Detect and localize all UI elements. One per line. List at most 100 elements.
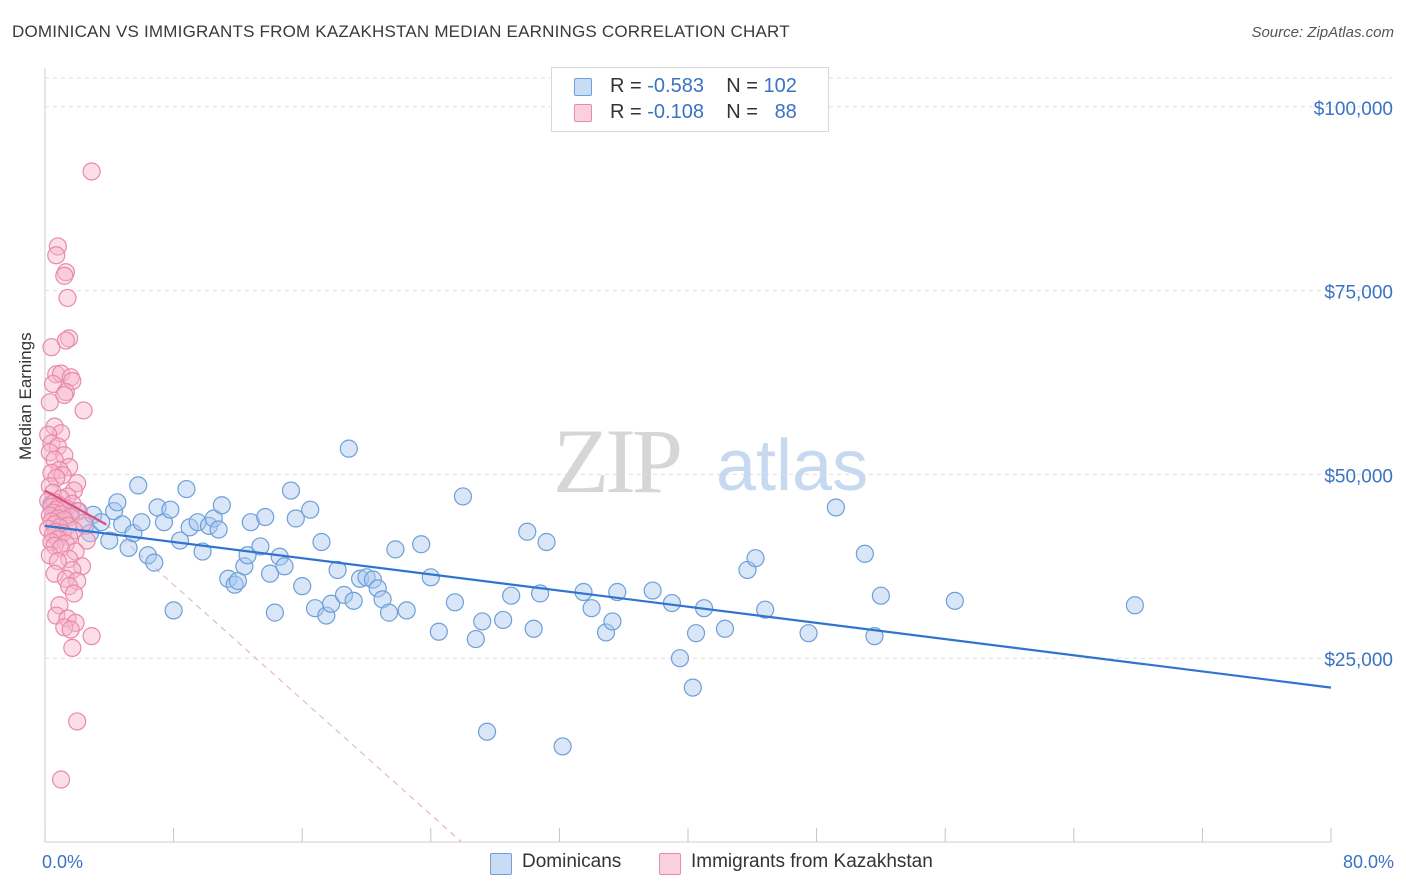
dominicans-point bbox=[756, 600, 775, 619]
dominicans-point bbox=[670, 649, 690, 668]
dominicans-point bbox=[799, 624, 818, 643]
dominicans-point bbox=[138, 546, 157, 565]
dominicans-point bbox=[286, 509, 305, 528]
dominicans-point bbox=[350, 569, 370, 588]
dominicans-point bbox=[466, 629, 485, 649]
dominicans-point bbox=[177, 479, 196, 499]
dominicans-point bbox=[209, 520, 228, 539]
dominicans-point bbox=[603, 612, 622, 631]
dominicans-point bbox=[344, 591, 363, 610]
dominicans-point bbox=[164, 601, 183, 620]
dominicans-point bbox=[161, 500, 180, 519]
dominicans-point bbox=[582, 599, 601, 618]
dominicans-point bbox=[473, 612, 492, 631]
legend-swatch-blue bbox=[574, 78, 592, 96]
dominicans-point bbox=[386, 540, 405, 559]
source-credit: Source: ZipAtlas.com bbox=[1251, 24, 1394, 41]
kazakhstan-point bbox=[55, 385, 74, 405]
dominicans-point bbox=[235, 557, 254, 576]
kazakhstan-point bbox=[60, 329, 79, 348]
dominicans-point bbox=[317, 606, 336, 625]
dominicans-point bbox=[596, 623, 616, 642]
dominicans-point bbox=[871, 586, 891, 605]
legend-swatch-blue bbox=[490, 853, 512, 875]
kazakhstan-point bbox=[50, 596, 69, 615]
kazakhstan-point bbox=[63, 638, 82, 657]
r-value: -0.583 bbox=[647, 75, 704, 97]
kazakhstan-point bbox=[43, 374, 63, 394]
dominicans-point bbox=[865, 627, 884, 646]
n-value: 102 bbox=[763, 75, 797, 97]
dominicans-point bbox=[453, 487, 473, 506]
kazakhstan-point bbox=[82, 627, 101, 646]
legend-label-dominicans: Dominicans bbox=[522, 851, 622, 872]
dominicans-point bbox=[281, 481, 301, 500]
kazakhstan-point bbox=[58, 288, 77, 308]
dominicans-point bbox=[494, 610, 513, 630]
y-tick-label: $75,000 bbox=[1324, 283, 1393, 304]
kazakhstan-point bbox=[47, 365, 66, 384]
kazakhstan-point bbox=[40, 393, 59, 412]
dominicans-point bbox=[397, 601, 416, 620]
y-tick-label: $25,000 bbox=[1324, 650, 1393, 671]
n-label: N = bbox=[726, 75, 758, 97]
dominicans-point bbox=[241, 513, 260, 532]
dominicans-point bbox=[412, 535, 431, 554]
dominicans-point bbox=[334, 585, 354, 605]
dominicans-point bbox=[537, 532, 556, 552]
dominicans-point bbox=[363, 570, 383, 589]
dominicans-point bbox=[421, 568, 440, 587]
dominicans-point bbox=[204, 509, 223, 528]
kazakhstan-point bbox=[45, 564, 64, 583]
dominicans-point bbox=[293, 577, 312, 596]
dominicans-point bbox=[145, 553, 164, 572]
dominicans-point bbox=[301, 500, 320, 519]
legend-stats-dominicans: R = -0.583 N = 102 bbox=[610, 75, 797, 98]
dominicans-point bbox=[477, 722, 497, 741]
dominicans-point bbox=[368, 579, 387, 598]
dominicans-point bbox=[193, 542, 212, 561]
kazakhstan-trend-extension bbox=[105, 523, 462, 843]
kazakhstan-point bbox=[55, 266, 74, 285]
dominicans-point bbox=[256, 507, 275, 527]
dominicans-point bbox=[643, 581, 662, 600]
kazakhstan-point bbox=[64, 584, 84, 603]
kazakhstan-point bbox=[61, 620, 80, 639]
dominicans-point bbox=[746, 549, 765, 568]
x-tick-label-max: 80.0% bbox=[1342, 852, 1394, 872]
legend-stats-kazakhstan: R = -0.108 N = 88 bbox=[610, 101, 797, 124]
dominicans-point bbox=[339, 439, 358, 458]
dominicans-point bbox=[119, 538, 138, 558]
r-label: R = bbox=[610, 75, 642, 97]
y-tick-label: $50,000 bbox=[1324, 466, 1393, 487]
kazakhstan-point bbox=[47, 246, 66, 265]
dominicans-point bbox=[265, 603, 284, 622]
kazakhstan-point bbox=[82, 162, 101, 181]
kazakhstan-point bbox=[51, 770, 71, 789]
kazakhstan-point bbox=[72, 557, 92, 576]
dominicans-point bbox=[251, 537, 270, 556]
legend-label-kazakhstan: Immigrants from Kazakhstan bbox=[691, 851, 933, 872]
dominicans-point bbox=[518, 522, 537, 541]
dominicans-point bbox=[260, 564, 280, 583]
dominicans-point bbox=[524, 619, 543, 638]
n-label: N = bbox=[726, 101, 758, 123]
dominicans-point bbox=[1125, 596, 1144, 615]
dominicans-point bbox=[132, 513, 151, 532]
x-tick-label-min: 0.0% bbox=[42, 852, 84, 872]
dominicans-point bbox=[275, 557, 294, 576]
dominicans-point bbox=[328, 560, 347, 580]
dominicans-point bbox=[445, 593, 465, 612]
kazakhstan-trendline bbox=[44, 489, 107, 526]
dominicans-point bbox=[715, 619, 735, 638]
dominicans-point bbox=[683, 678, 702, 697]
kazakhstan-point bbox=[63, 371, 82, 391]
dominicans-point bbox=[129, 476, 148, 495]
kazakhstan-point bbox=[56, 382, 75, 402]
chart-title: DOMINICAN VS IMMIGRANTS FROM KAZAKHSTAN … bbox=[12, 22, 790, 41]
kazakhstan-point bbox=[68, 712, 87, 731]
watermark-atlas: atlas bbox=[716, 426, 868, 506]
dominicans-point bbox=[502, 586, 521, 605]
dominicans-point bbox=[312, 532, 331, 552]
r-label: R = bbox=[610, 101, 642, 123]
